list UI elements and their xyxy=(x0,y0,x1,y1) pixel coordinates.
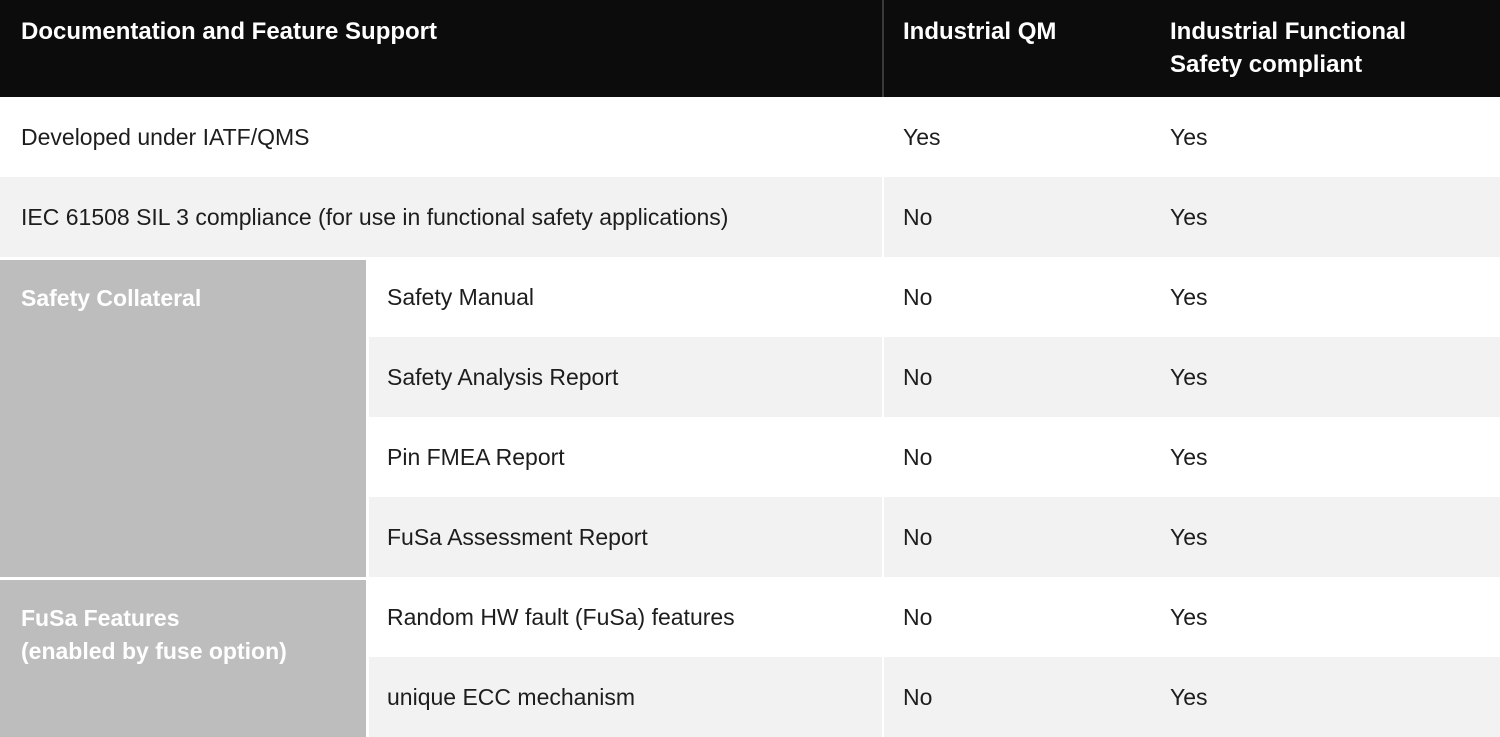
table-row: IEC 61508 SIL 3 compliance (for use in f… xyxy=(0,177,1500,257)
table-header-row: Documentation and Feature Support Indust… xyxy=(0,0,1500,97)
qm-value-cell: No xyxy=(884,337,1152,417)
fusa-value-cell: Yes xyxy=(1151,577,1500,657)
feature-cell: Safety Manual xyxy=(369,257,885,337)
feature-cell: Safety Analysis Report xyxy=(369,337,885,417)
fusa-value-cell: Yes xyxy=(1151,97,1500,177)
qm-value-cell: No xyxy=(884,577,1152,657)
column-header-documentation-and-feature-support: Documentation and Feature Support xyxy=(0,0,885,97)
table-row: FuSa Features (enabled by fuse option) R… xyxy=(0,577,1500,737)
feature-cell: Pin FMEA Report xyxy=(369,417,885,497)
column-header-industrial-qm: Industrial QM xyxy=(884,0,1152,97)
feature-cell: unique ECC mechanism xyxy=(369,657,885,737)
fusa-value-cell: Yes xyxy=(1151,257,1500,337)
feature-cell: FuSa Assessment Report xyxy=(369,497,885,577)
column-header-industrial-functional-safety: Industrial Functional Safety compliant xyxy=(1151,0,1500,97)
group-cell-safety-collateral: Safety Collateral xyxy=(0,257,369,577)
header-fusa-line2: Safety compliant xyxy=(1170,51,1363,78)
qm-value-cell: Yes xyxy=(884,97,1152,177)
feature-cell: Developed under IATF/QMS xyxy=(0,97,885,177)
feature-cell: IEC 61508 SIL 3 compliance (for use in f… xyxy=(0,177,885,257)
table-row: FuSa Assessment Report No Yes xyxy=(0,497,1500,577)
fusa-value-cell: Yes xyxy=(1151,177,1500,257)
qm-value-cell: No xyxy=(884,257,1152,337)
fusa-value-cell: Yes xyxy=(1151,497,1500,577)
header-fusa-line1: Industrial Functional xyxy=(1170,18,1407,45)
qm-value-cell: No xyxy=(884,497,1152,577)
table-row: Developed under IATF/QMS Yes Yes xyxy=(0,97,1500,177)
table-row: Safety Analysis Report No Yes xyxy=(0,337,1500,417)
group-label-fusa-features-line2: (enabled by fuse option) xyxy=(21,638,287,664)
fusa-value-cell: Yes xyxy=(1151,417,1500,497)
table-row: unique ECC mechanism No Yes xyxy=(0,657,1500,737)
table-row: Safety Collateral Safety Manual No Yes xyxy=(0,257,1500,577)
feature-cell: Random HW fault (FuSa) features xyxy=(369,577,885,657)
qm-value-cell: No xyxy=(884,177,1152,257)
qm-value-cell: No xyxy=(884,417,1152,497)
table-row: Pin FMEA Report No Yes xyxy=(0,417,1500,497)
fusa-value-cell: Yes xyxy=(1151,337,1500,417)
group-label-fusa-features-line1: FuSa Features xyxy=(21,605,180,631)
qm-value-cell: No xyxy=(884,657,1152,737)
group-cell-fusa-features: FuSa Features (enabled by fuse option) xyxy=(0,577,369,737)
fusa-value-cell: Yes xyxy=(1151,657,1500,737)
group-label-safety-collateral: Safety Collateral xyxy=(21,285,202,311)
